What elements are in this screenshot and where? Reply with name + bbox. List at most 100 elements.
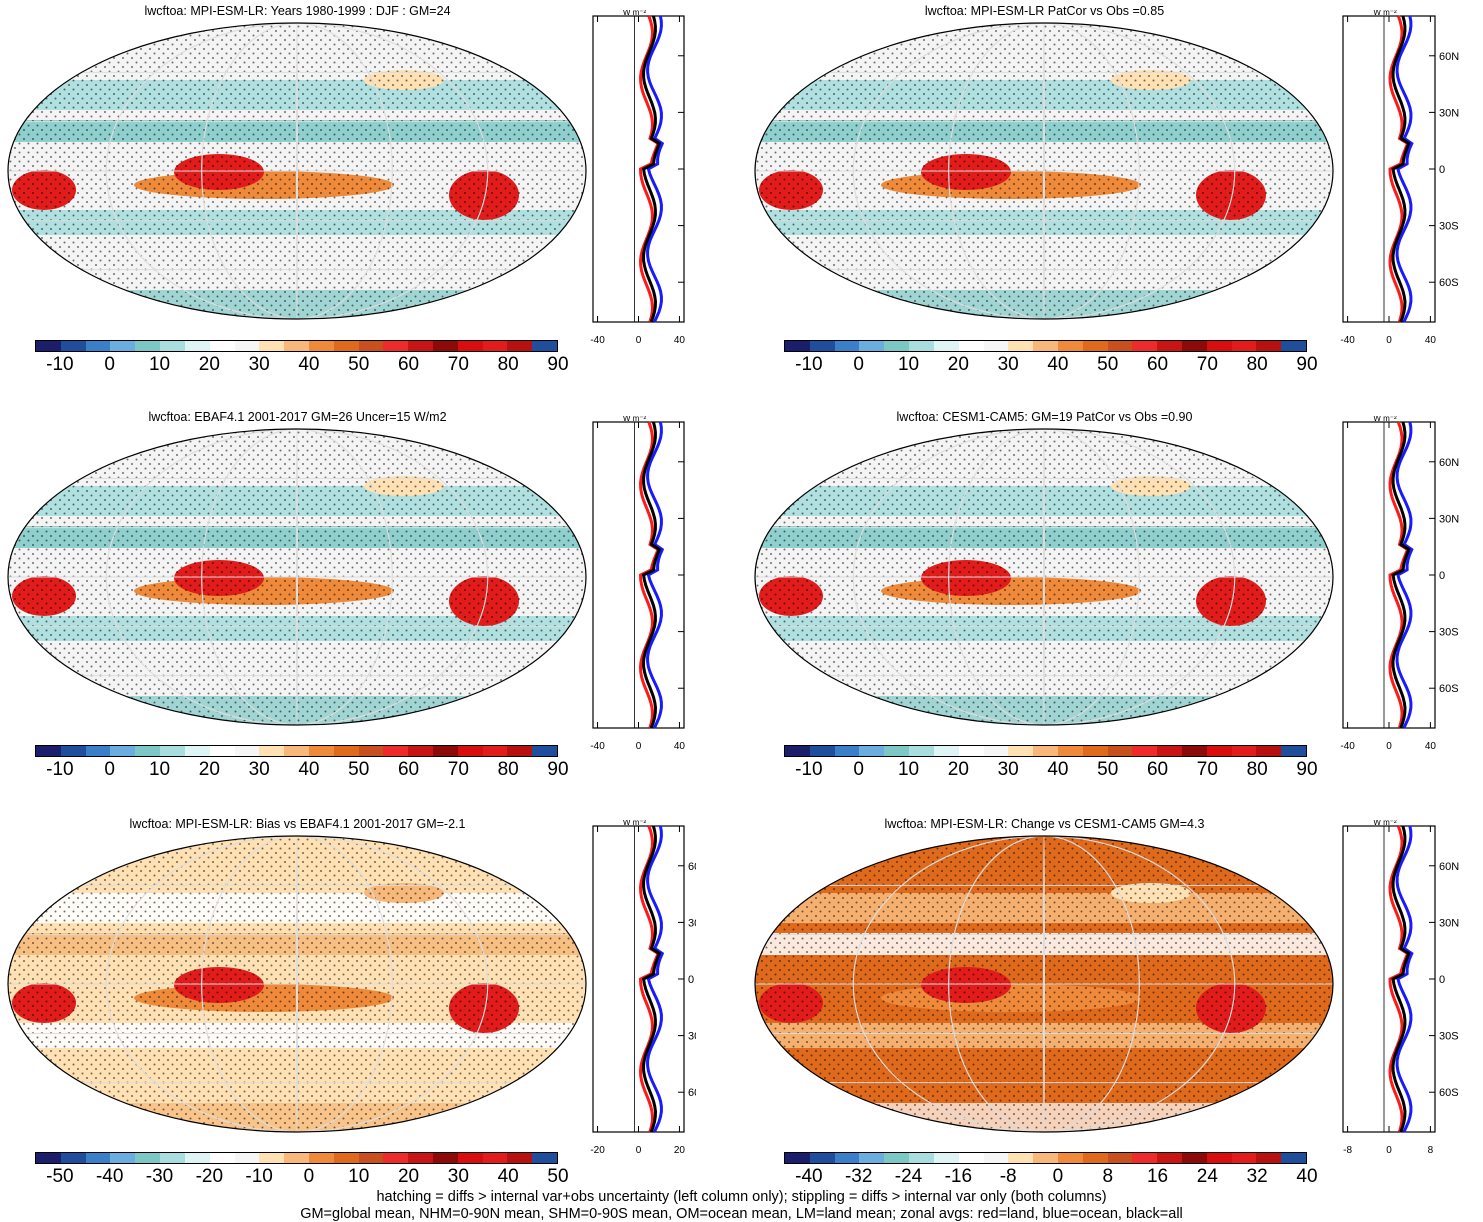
zonal-curve [1391,421,1411,729]
zonal-curve [638,421,660,729]
colorbar-swatch [408,746,433,756]
zonal-lat-label: 30N [1439,107,1459,119]
zonal-value-label: -40 [1340,741,1355,752]
colorbar-tick-label: 80 [1246,354,1268,375]
colorbar-tick-label: 30 [997,354,1019,375]
zonal-value-label: 0 [1386,741,1392,752]
colorbar-swatch [1057,1153,1083,1163]
colorbar [35,745,558,757]
colorbar-tick-label: 10 [897,354,920,375]
colorbar-swatch [1256,341,1282,351]
colorbar-tick-label: 20 [947,759,969,780]
colorbar-tick-label: -8 [999,1166,1017,1187]
map-plot [7,428,587,726]
zonal-value-label: 0 [1386,335,1392,346]
colorbar-tick-label: 90 [547,354,569,375]
colorbar-swatch [184,746,210,756]
colorbar-swatch [1206,746,1232,756]
map-plot [754,428,1334,726]
colorbar-swatch [482,341,508,351]
zonal-lat-label: 60N [1439,861,1459,873]
colorbar-swatch [1132,1153,1158,1163]
colorbar-swatch [1281,341,1307,351]
colorbar-swatch [433,746,458,756]
colorbar-swatch [1182,341,1207,351]
colorbar-swatch [809,341,835,351]
zonal-lat-label: 60N [1439,51,1459,63]
colorbar-swatch [785,1153,810,1163]
colorbar-swatch [507,746,533,756]
colorbar [35,1152,558,1164]
colorbar-tick-label: -40 [95,1166,124,1187]
colorbar-tick-label: 40 [298,759,320,780]
colorbar-swatch [933,1153,959,1163]
colorbar-swatch [184,1153,210,1163]
colorbar-swatch [333,341,359,351]
colorbar-swatch [1231,341,1257,351]
colorbar-swatch [1281,1153,1307,1163]
colorbar-tick-label: 40 [1047,354,1069,375]
colorbar-swatch [809,746,835,756]
colorbar-swatch [958,341,984,351]
colorbar-tick-label: 10 [348,1166,370,1187]
colorbar-swatch [532,341,558,351]
colorbar-swatch [884,746,910,756]
colorbar-swatch [284,746,309,756]
colorbar-tick-label: 60 [397,759,420,780]
zonal-value-label: 40 [674,335,686,346]
colorbar-tick-label: -10 [795,354,823,375]
colorbar-swatch [259,746,285,756]
colorbar-tick-label: 0 [104,354,115,375]
zonal-value-label: 40 [674,741,686,752]
zonal-curve [641,825,662,1133]
colorbar-swatch [85,746,111,756]
colorbar-swatch [184,341,210,351]
zonal-value-label: 8 [1428,1145,1434,1156]
colorbar-swatch [358,1153,384,1163]
colorbar-swatch [60,341,86,351]
colorbar-swatch [85,1153,111,1163]
footer-line-2: GM=global mean, NHM=0-90N mean, SHM=0-90… [300,1206,1183,1222]
colorbar-tick-label: 0 [853,354,864,375]
colorbar-tick-label: -10 [245,1166,273,1187]
zonal-value-label: -20 [590,1145,605,1156]
colorbar-swatch [160,341,185,351]
colorbar-tick-label: -20 [195,1166,224,1187]
panel-title: lwcftoa: CESM1-CAM5: GM=19 PatCor vs Obs… [896,410,1193,424]
colorbar-swatch [983,341,1009,351]
colorbar-tick-label: -24 [894,1166,923,1187]
colorbar-tick-label: -10 [795,759,823,780]
colorbar-swatch [1082,1153,1108,1163]
colorbar-swatch [284,341,309,351]
colorbar-swatch [308,341,334,351]
colorbar-swatch [60,746,86,756]
colorbar-swatch [333,1153,359,1163]
zonal-mean-plot: W m⁻² 60N 30N 0 30S 60S -20 0 20 [590,820,696,1156]
colorbar-tick-label: 20 [947,354,969,375]
panel-title: lwcftoa: MPI-ESM-LR: Bias vs EBAF4.1 200… [129,817,466,831]
colorbar-tick-label: 80 [497,759,519,780]
colorbar-swatch [884,341,910,351]
colorbar-tick-label: 20 [397,1166,420,1187]
panel-title: lwcftoa: MPI-ESM-LR PatCor vs Obs =0.85 [924,4,1165,18]
colorbar-swatch [209,1153,235,1163]
zonal-value-label: -40 [590,335,605,346]
colorbar-swatch [507,341,533,351]
colorbar-swatch [433,1153,458,1163]
colorbar-tick-label: 50 [1097,354,1119,375]
zonal-unit-label: W m⁻² [623,416,647,423]
colorbar-tick-label: -40 [795,1166,823,1187]
colorbar-swatch [834,746,860,756]
colorbar-swatch [983,746,1009,756]
zonal-lat-label: 0 [688,974,694,986]
colorbar-swatch [1132,341,1158,351]
colorbar-swatch [1033,341,1058,351]
panel-title: lwcftoa: MPI-ESM-LR: Change vs CESM1-CAM… [884,817,1205,831]
colorbar-labels: -10 0 10 20 30 40 50 60 70 80 90 [35,759,568,783]
colorbar-swatch [1107,746,1133,756]
colorbar-tick-label: 40 [1296,1166,1318,1187]
colorbar-tick-label: 16 [1146,1166,1169,1187]
colorbar-swatch [1256,1153,1282,1163]
